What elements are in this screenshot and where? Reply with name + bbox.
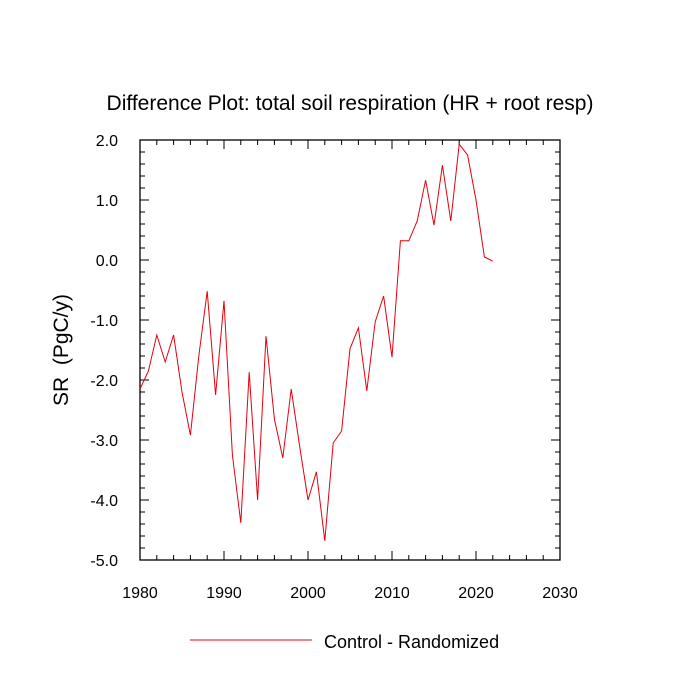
- y-tick-label: -1.0: [90, 313, 118, 330]
- axis-ticks: [139, 139, 561, 561]
- y-axis-label: SR (PgC/y): [50, 294, 73, 406]
- y-tick-label: -3.0: [90, 433, 118, 450]
- y-tick-labels: -5.0 -4.0 -3.0 -2.0 -1.0 0.0 1.0 2.0: [90, 133, 118, 570]
- x-tick-label: 1980: [122, 585, 158, 602]
- chart-title: Difference Plot: total soil respiration …: [107, 92, 594, 115]
- y-tick-label: -5.0: [90, 553, 118, 570]
- y-tick-label: 2.0: [96, 133, 118, 150]
- plot-frame: [139, 139, 561, 561]
- y-tick-label: -4.0: [90, 493, 118, 510]
- x-tick-label: 2010: [374, 585, 410, 602]
- legend-label: Control - Randomized: [324, 632, 499, 652]
- y-tick-label: 0.0: [96, 253, 118, 270]
- x-tick-label: 2000: [290, 585, 326, 602]
- x-tick-label: 1990: [206, 585, 242, 602]
- series-line-0: [139, 142, 494, 541]
- series-layer: [139, 142, 494, 541]
- x-tick-label: 2020: [458, 585, 494, 602]
- y-tick-label: -2.0: [90, 373, 118, 390]
- x-tick-labels: 1980 1990 2000 2010 2020 2030: [122, 585, 578, 602]
- x-tick-label: 2030: [542, 585, 578, 602]
- y-tick-label: 1.0: [96, 193, 118, 210]
- legend: Control - Randomized: [190, 632, 499, 652]
